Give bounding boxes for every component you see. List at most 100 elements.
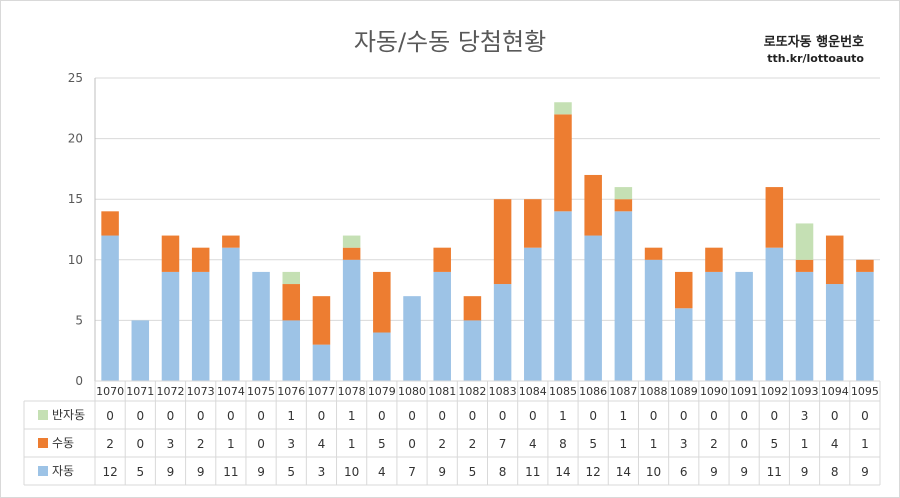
table-cell: 1 [861, 437, 869, 451]
bar-segment [191, 271, 210, 381]
bar-segment [101, 235, 119, 381]
bar-segment [614, 187, 633, 200]
table-cell: 1 [227, 437, 235, 451]
table-cell: 14 [555, 465, 570, 479]
table-cell: 3 [167, 437, 175, 451]
bar-segment [614, 211, 633, 381]
bar-segment [825, 235, 844, 285]
table-cell: 2 [106, 437, 114, 451]
table-cell: 4 [529, 437, 537, 451]
table-cell: 5 [287, 465, 295, 479]
bar-segment [584, 235, 602, 381]
bar-segment [674, 308, 693, 381]
bar-segment [856, 259, 874, 272]
x-tick-label: 1090 [700, 385, 728, 398]
table-cell: 1 [287, 409, 295, 423]
x-tick-label: 1095 [851, 385, 879, 398]
table-cell: 4 [318, 437, 326, 451]
table-cell: 9 [197, 465, 205, 479]
brand-url: tth.kr/lottoauto [767, 52, 864, 65]
x-tick-label: 1084 [519, 385, 547, 398]
bar-segment [493, 284, 512, 381]
table-cell: 9 [861, 465, 869, 479]
bar-segment [524, 247, 542, 381]
bar-segment [644, 259, 663, 381]
table-cell: 0 [197, 409, 205, 423]
x-tick-label: 1070 [96, 385, 124, 398]
x-tick-label: 1093 [791, 385, 819, 398]
table-cell: 0 [861, 409, 869, 423]
table-cell: 3 [287, 437, 295, 451]
table-cell: 8 [559, 437, 567, 451]
brand-name: 로또자동 행운번호 [763, 35, 864, 50]
x-tick-label: 1089 [670, 385, 698, 398]
x-tick-label: 1076 [277, 385, 305, 398]
table-cell: 11 [525, 465, 540, 479]
bar-segment [161, 235, 180, 272]
bar-segment [222, 235, 240, 248]
table-cell: 0 [589, 409, 597, 423]
legend-swatch [38, 438, 48, 448]
table-cell: 11 [223, 465, 238, 479]
legend-label: 수동 [52, 436, 74, 450]
table-cell: 3 [680, 437, 688, 451]
table-cell: 0 [499, 409, 507, 423]
bar-segment [101, 211, 119, 236]
bar-segment [342, 235, 361, 248]
table-cell: 10 [646, 465, 661, 479]
bar-segment [644, 247, 663, 260]
bar-segment [342, 259, 361, 381]
table-cell: 2 [197, 437, 205, 451]
x-tick-label: 1085 [549, 385, 577, 398]
table-cell: 2 [469, 437, 477, 451]
table-cell: 11 [767, 465, 782, 479]
bar-segment [795, 271, 814, 381]
bar-segment [795, 259, 814, 272]
bar-segment [342, 247, 361, 260]
table-cell: 0 [408, 437, 416, 451]
table-cell: 7 [499, 437, 507, 451]
x-tick-label: 1075 [247, 385, 275, 398]
table-cell: 0 [318, 409, 326, 423]
legend-label: 자동 [52, 464, 74, 478]
legend-swatch [38, 466, 48, 476]
table-cell: 1 [650, 437, 658, 451]
table-cell: 0 [408, 409, 416, 423]
table-cell: 1 [348, 437, 356, 451]
table-cell: 3 [801, 409, 809, 423]
legend-swatch [38, 410, 48, 420]
x-tick-label: 1072 [156, 385, 184, 398]
y-tick-label: 20 [68, 132, 83, 146]
table-cell: 9 [710, 465, 718, 479]
table-cell: 1 [559, 409, 567, 423]
bar-segment [795, 223, 814, 260]
table-cell: 0 [378, 409, 386, 423]
bar-segment [312, 296, 331, 345]
y-tick-label: 25 [68, 71, 83, 85]
table-cell: 0 [106, 409, 114, 423]
table-cell: 5 [378, 437, 386, 451]
x-tick-label: 1088 [640, 385, 668, 398]
table-cell: 7 [408, 465, 416, 479]
table-cell: 6 [680, 465, 688, 479]
bar-segment [524, 199, 542, 248]
table-cell: 0 [650, 409, 658, 423]
table-cell: 0 [136, 409, 144, 423]
legend-label: 반자동 [52, 408, 85, 422]
bar-segment [282, 271, 301, 285]
table-cell: 0 [740, 409, 748, 423]
table-cell: 5 [469, 465, 477, 479]
bar-segment [554, 114, 572, 212]
bar-segment [584, 174, 602, 236]
x-tick-label: 1082 [458, 385, 486, 398]
bar-segment [191, 247, 210, 272]
bar-segment [282, 320, 301, 381]
table-cell: 0 [680, 409, 688, 423]
x-tick-label: 1087 [609, 385, 637, 398]
table-cell: 1 [620, 437, 628, 451]
table-cell: 4 [831, 437, 839, 451]
x-tick-label: 1091 [730, 385, 758, 398]
bar-segment [312, 344, 331, 381]
bar-segment [493, 199, 512, 285]
bar-segment [433, 271, 451, 381]
